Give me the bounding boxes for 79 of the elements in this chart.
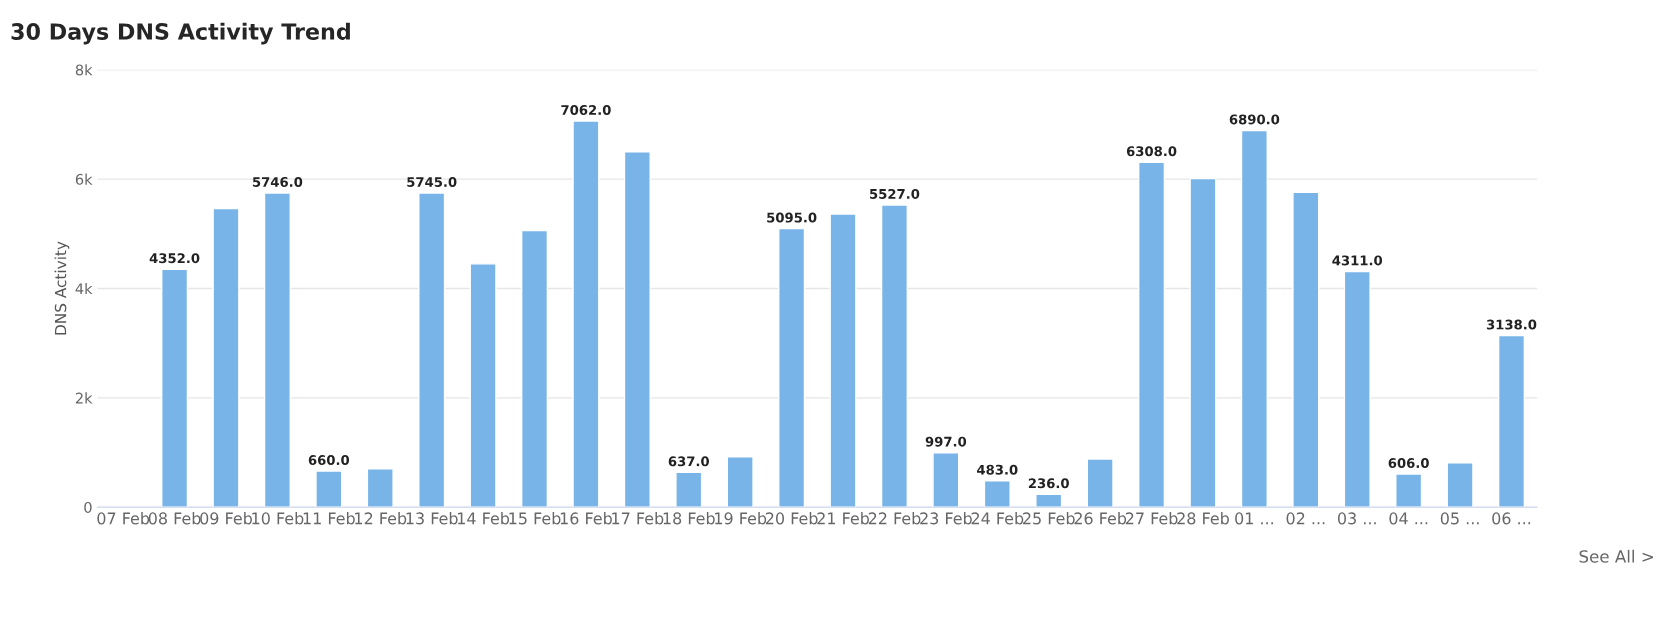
x-tick-label: 27 Feb [1125, 512, 1178, 525]
y-tick-label: 0 [84, 501, 92, 513]
bar [983, 480, 1011, 508]
bar [778, 227, 806, 508]
x-tick-label: 01 ... [1235, 512, 1273, 525]
data-label: 236.0 [1028, 478, 1069, 489]
y-tick-label: 4k [75, 282, 93, 295]
bar [932, 451, 960, 508]
bar [520, 229, 549, 508]
data-label: 5527.0 [870, 188, 920, 199]
data-label: 997.0 [925, 436, 967, 447]
x-tick-label: 05 ... [1440, 512, 1479, 525]
x-tick-label: 02 ... [1286, 512, 1325, 525]
chart-title: 30 Days DNS Activity Trend [11, 22, 350, 45]
bar [1343, 270, 1371, 508]
bar [1138, 161, 1166, 508]
bar [675, 471, 703, 508]
data-label: 4311.0 [1332, 255, 1383, 266]
x-tick-label: 26 Feb [1074, 512, 1127, 525]
bar [1292, 191, 1320, 508]
x-tick-label: 11 Feb [303, 512, 355, 525]
x-tick-label: 09 Feb [200, 512, 252, 525]
x-tick-label: 24 Feb [971, 512, 1024, 525]
bar [1446, 462, 1474, 508]
x-tick-label: 15 Feb [509, 512, 561, 525]
x-tick-label: 14 Feb [458, 512, 510, 525]
data-label: 660.0 [308, 455, 350, 466]
x-tick-label: 20 Feb [765, 512, 818, 525]
bar [366, 468, 394, 508]
bar [726, 456, 754, 508]
bar [1395, 473, 1423, 508]
x-tick-label: 06 ... [1492, 512, 1531, 525]
bar [572, 120, 600, 508]
data-label: 3138.0 [1486, 319, 1537, 330]
x-tick-label: 07 Feb [97, 512, 150, 525]
data-label: 483.0 [977, 464, 1018, 475]
x-tick-label: 13 Feb [406, 512, 458, 525]
x-tick-label: 16 Feb [560, 512, 612, 525]
bar [623, 151, 651, 508]
data-label: 5746.0 [252, 176, 303, 187]
y-tick-label: 6k [75, 173, 93, 185]
bar [212, 207, 240, 508]
data-label: 7062.0 [561, 105, 611, 115]
x-tick-label: 21 Feb [817, 512, 869, 525]
x-tick-label: 25 Feb [1023, 512, 1075, 525]
x-tick-label: 19 Feb [715, 512, 767, 525]
x-tick-label: 28 Feb [1177, 512, 1229, 525]
x-tick-label: 08 Feb [148, 512, 201, 525]
x-tick-label: 04 ... [1389, 512, 1428, 525]
text: See All > [1579, 549, 1654, 563]
x-tick-label: 18 Feb [663, 512, 715, 525]
x-tick-label: 23 Feb [920, 512, 972, 525]
bar [263, 192, 291, 508]
bar [829, 213, 857, 508]
data-label: 637.0 [668, 456, 710, 467]
bar [418, 192, 446, 508]
bar [1189, 177, 1217, 508]
x-tick-label: 03 ... [1337, 512, 1376, 525]
data-label: 606.0 [1388, 458, 1429, 469]
x-tick-label: 12 Feb [355, 512, 407, 525]
data-label: 6308.0 [1126, 146, 1177, 157]
y-tick-label: 2k [75, 392, 93, 404]
bar [1240, 129, 1268, 508]
bar [161, 268, 189, 508]
data-label: 4352.0 [149, 253, 200, 264]
x-tick-label: 22 Feb [868, 512, 921, 525]
data-label: 5745.0 [407, 177, 457, 187]
bar [315, 470, 343, 508]
bar [1497, 334, 1526, 508]
bar [469, 263, 497, 508]
bar [1035, 493, 1063, 508]
y-axis-title: DNS Activity [54, 241, 70, 335]
bar [880, 204, 909, 508]
x-tick-label: 17 Feb [612, 512, 664, 525]
x-tick-label: 10 Feb [252, 512, 304, 525]
y-tick-label: 8k [75, 64, 93, 76]
bar [1086, 458, 1114, 508]
data-label: 5095.0 [767, 212, 817, 223]
data-label: 6890.0 [1229, 114, 1280, 125]
